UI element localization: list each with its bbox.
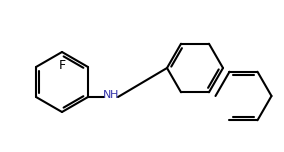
Text: F: F	[59, 59, 66, 72]
Text: N: N	[103, 90, 111, 100]
Text: H: H	[110, 90, 118, 100]
